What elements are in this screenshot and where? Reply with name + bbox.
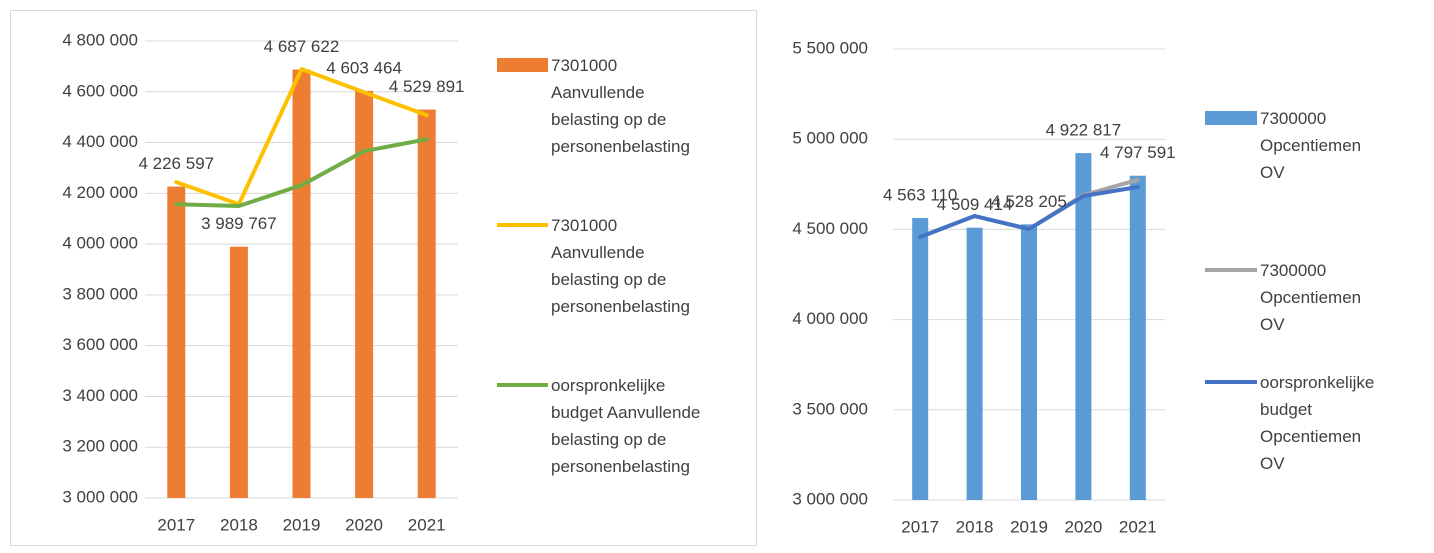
legend-label: 7301000 Aanvullende belasting op de pers… — [551, 216, 690, 316]
y-tick-label: 4 600 000 — [62, 81, 138, 100]
y-tick-label: 3 500 000 — [792, 399, 868, 418]
bar — [167, 186, 186, 498]
line — [918, 185, 1140, 239]
x-tick-label: 2018 — [956, 517, 994, 536]
bar — [1129, 175, 1146, 500]
legend-label: 7301000 Aanvullende belasting op de pers… — [551, 56, 690, 156]
x-tick-label: 2020 — [1064, 517, 1102, 536]
data-label: 4 603 464 — [326, 58, 402, 77]
y-tick-label: 3 400 000 — [62, 386, 138, 405]
data-label: 4 509 414 — [937, 195, 1013, 214]
data-label: 4 922 817 — [1046, 121, 1122, 140]
data-label: 4 226 597 — [138, 154, 214, 173]
x-tick-label: 2019 — [283, 515, 321, 534]
y-tick-label: 4 400 000 — [62, 132, 138, 151]
legend-swatch — [1205, 111, 1257, 125]
y-tick-label: 3 000 000 — [792, 489, 868, 508]
data-label: 4 687 622 — [264, 37, 340, 56]
x-tick-label: 2017 — [901, 517, 939, 536]
legend-label: 7300000 Opcentiemen OV — [1260, 109, 1362, 182]
y-tick-label: 5 500 000 — [792, 38, 868, 57]
data-label: 4 797 591 — [1100, 143, 1176, 162]
line — [174, 67, 429, 207]
bar — [292, 69, 311, 498]
y-tick-label: 4 200 000 — [62, 183, 138, 202]
bar — [966, 227, 983, 500]
legend-label: oorspronkelijke budget Opcentiemen OV — [1260, 373, 1375, 473]
y-tick-label: 3 600 000 — [62, 335, 138, 354]
x-tick-label: 2017 — [157, 515, 195, 534]
x-tick-label: 2021 — [408, 515, 446, 534]
x-tick-label: 2018 — [220, 515, 258, 534]
bar — [1021, 224, 1037, 500]
x-tick-label: 2019 — [1010, 517, 1048, 536]
bar — [912, 218, 929, 500]
line — [174, 137, 429, 209]
x-tick-label: 2021 — [1119, 517, 1157, 536]
y-tick-label: 3 000 000 — [62, 487, 138, 506]
bar — [1075, 153, 1092, 500]
data-label: 4 528 205 — [991, 192, 1067, 211]
chart-border — [10, 10, 757, 546]
y-tick-label: 5 000 000 — [792, 129, 868, 148]
data-label: 3 989 767 — [201, 214, 277, 233]
y-tick-label: 3 800 000 — [62, 284, 138, 303]
y-tick-label: 4 800 000 — [62, 30, 138, 49]
y-tick-label: 4 500 000 — [792, 219, 868, 238]
bar — [355, 90, 374, 498]
bar — [417, 109, 436, 499]
bar — [229, 246, 248, 498]
data-label: 4 563 110 — [883, 185, 957, 204]
y-tick-label: 4 000 000 — [62, 234, 138, 253]
y-tick-label: 4 000 000 — [792, 309, 868, 328]
legend-label: 7300000 Opcentiemen OV — [1260, 261, 1362, 334]
x-tick-label: 2020 — [345, 515, 383, 534]
data-label: 4 529 891 — [389, 77, 465, 96]
legend-label: oorspronkelijke budget Aanvullende belas… — [551, 376, 701, 476]
y-tick-label: 3 200 000 — [62, 437, 138, 456]
legend-swatch — [497, 58, 548, 72]
